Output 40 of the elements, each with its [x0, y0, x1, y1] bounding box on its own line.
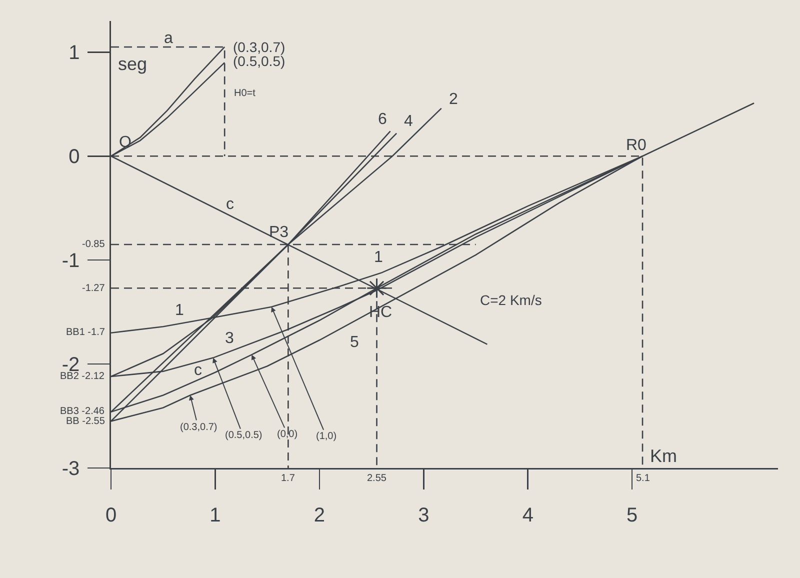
annotation: P3 — [269, 224, 289, 241]
annotation: -0.85 — [82, 239, 106, 250]
annotation: (0.3,0.7) — [180, 422, 218, 433]
x-tick-label: 1 — [210, 504, 221, 526]
annotation: 6 — [378, 111, 387, 128]
y-tick-label: -1 — [62, 250, 80, 272]
annotation: (0,0) — [277, 429, 298, 440]
x-tick-label: 0 — [105, 504, 117, 526]
y-tick-label: -3 — [62, 458, 80, 480]
x-tick-label: 5 — [626, 504, 638, 526]
annotation: -1.27 — [82, 283, 106, 294]
annotation: 3 — [225, 330, 234, 347]
y-tick-label: 1 — [68, 42, 80, 64]
annotation: BB1 -1.7 — [66, 327, 106, 338]
annotation: 2 — [449, 91, 458, 108]
annotation: a — [164, 30, 173, 47]
annotation: (1,0) — [316, 431, 337, 442]
x-tick-label: 2 — [314, 504, 326, 526]
annotation: BB2 -2.12 — [60, 371, 105, 382]
annotation: 5 — [350, 334, 359, 351]
x-tick-label: 3 — [418, 504, 430, 526]
annotation: 1 — [175, 302, 184, 319]
annotation: BB3 -2.46 — [60, 406, 105, 417]
annotation: (0.3,0.7) — [233, 39, 286, 55]
annotation: 1 — [374, 249, 383, 266]
y-axis-title: seg — [118, 54, 148, 74]
annotation: C=2 Km/s — [480, 292, 542, 308]
annotation: R0 — [626, 137, 647, 154]
annotation: (0.5,0.5) — [225, 430, 262, 441]
annotation: c — [226, 196, 234, 213]
x-axis-title: Km — [650, 446, 677, 466]
annotation: 2.55 — [367, 473, 387, 484]
x-tick-label: 4 — [522, 504, 534, 526]
annotation: 5.1 — [636, 473, 650, 484]
annotation: c — [194, 362, 202, 379]
annotation: BB -2.55 — [66, 416, 106, 427]
annotation: 1.7 — [281, 473, 296, 484]
annotation: H0=t — [234, 88, 256, 99]
y-tick-label: 0 — [68, 146, 80, 168]
annotation: 4 — [404, 113, 413, 130]
